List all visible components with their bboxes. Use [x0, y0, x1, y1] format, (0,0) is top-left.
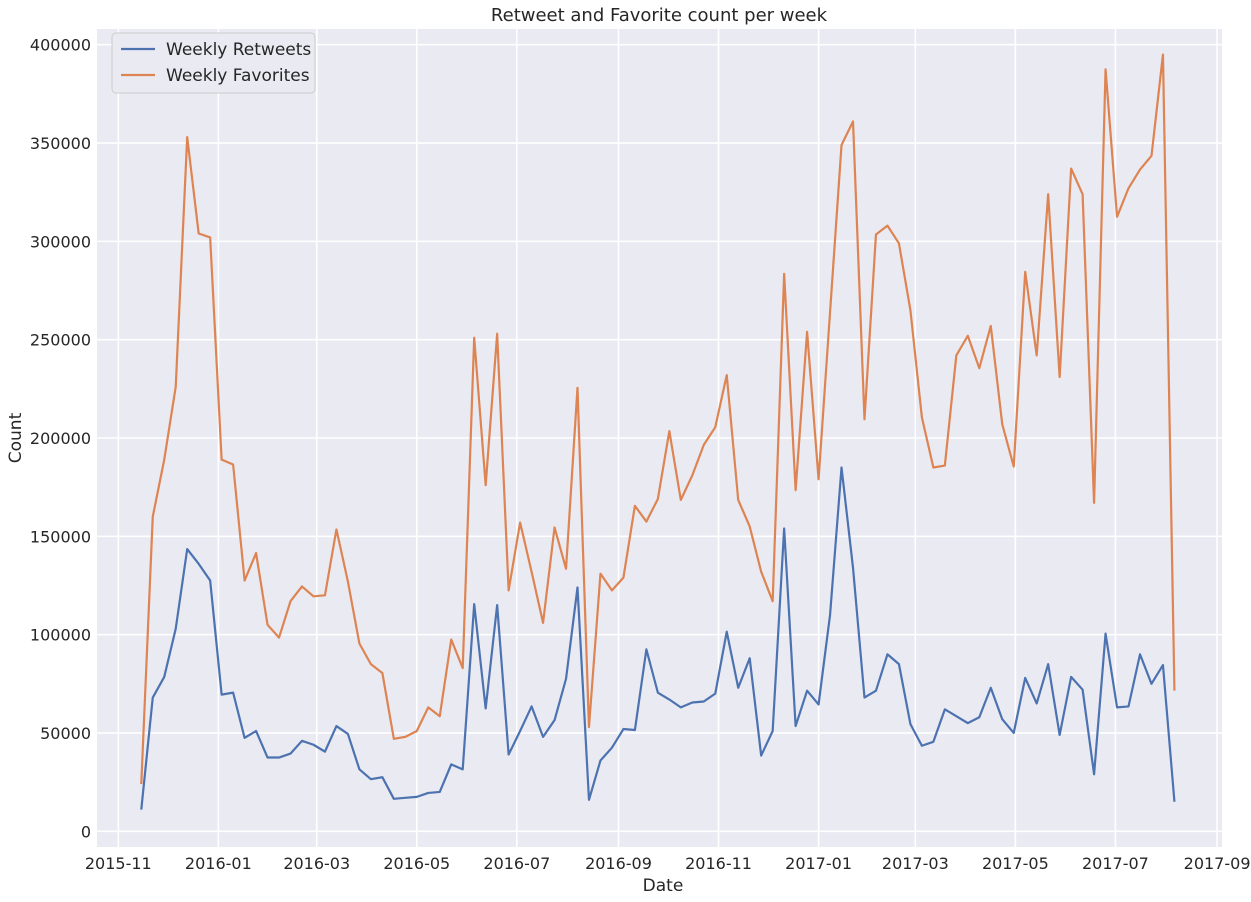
series-line-weekly-retweets [140, 466, 1176, 810]
legend-label-favorites: Weekly Favorites [166, 66, 310, 86]
x-tick-label: 2016-11 [685, 854, 752, 873]
y-tick-labels: 0 50000 100000 150000 200000 250000 300000 3500… [30, 36, 91, 842]
legend-label-retweets: Weekly Retweets [166, 40, 311, 60]
x-tick-label: 2015-11 [85, 854, 152, 873]
x-tick-label: 2016-09 [585, 854, 652, 873]
y-tick-label: 100000 [30, 626, 91, 645]
x-tick-label: 2016-07 [483, 854, 550, 873]
x-tick-label: 2017-07 [1082, 854, 1149, 873]
x-tick-label: 2016-03 [283, 854, 350, 873]
x-axis-label: Date [643, 876, 684, 896]
y-tick-label: 0 [81, 822, 91, 841]
chart-title: Retweet and Favorite count per week [491, 5, 828, 26]
y-tick-label: 150000 [30, 527, 91, 546]
x-tick-label: 2016-01 [185, 854, 252, 873]
y-tick-label: 200000 [30, 429, 91, 448]
series-layer [140, 53, 1176, 810]
x-tick-label: 2017-05 [982, 854, 1049, 873]
x-tick-label: 2017-03 [882, 854, 949, 873]
y-tick-label: 300000 [30, 232, 91, 251]
y-tick-label: 250000 [30, 331, 91, 350]
y-tick-label: 50000 [40, 724, 91, 743]
x-tick-label: 2016-05 [383, 854, 450, 873]
x-tick-labels: 2015-11 2016-01 2016-03 2016-05 2016-07 2016-… [85, 854, 1251, 873]
legend-box [111, 32, 316, 94]
x-tick-label: 2017-01 [785, 854, 852, 873]
y-axis-label: Count [6, 412, 26, 463]
y-tick-label: 350000 [30, 134, 91, 153]
series-line-weekly-favorites [140, 53, 1176, 785]
x-tick-label: 2017-09 [1184, 854, 1251, 873]
legend: Weekly Retweets Weekly Favorites [111, 32, 316, 94]
y-tick-label: 400000 [30, 36, 91, 55]
